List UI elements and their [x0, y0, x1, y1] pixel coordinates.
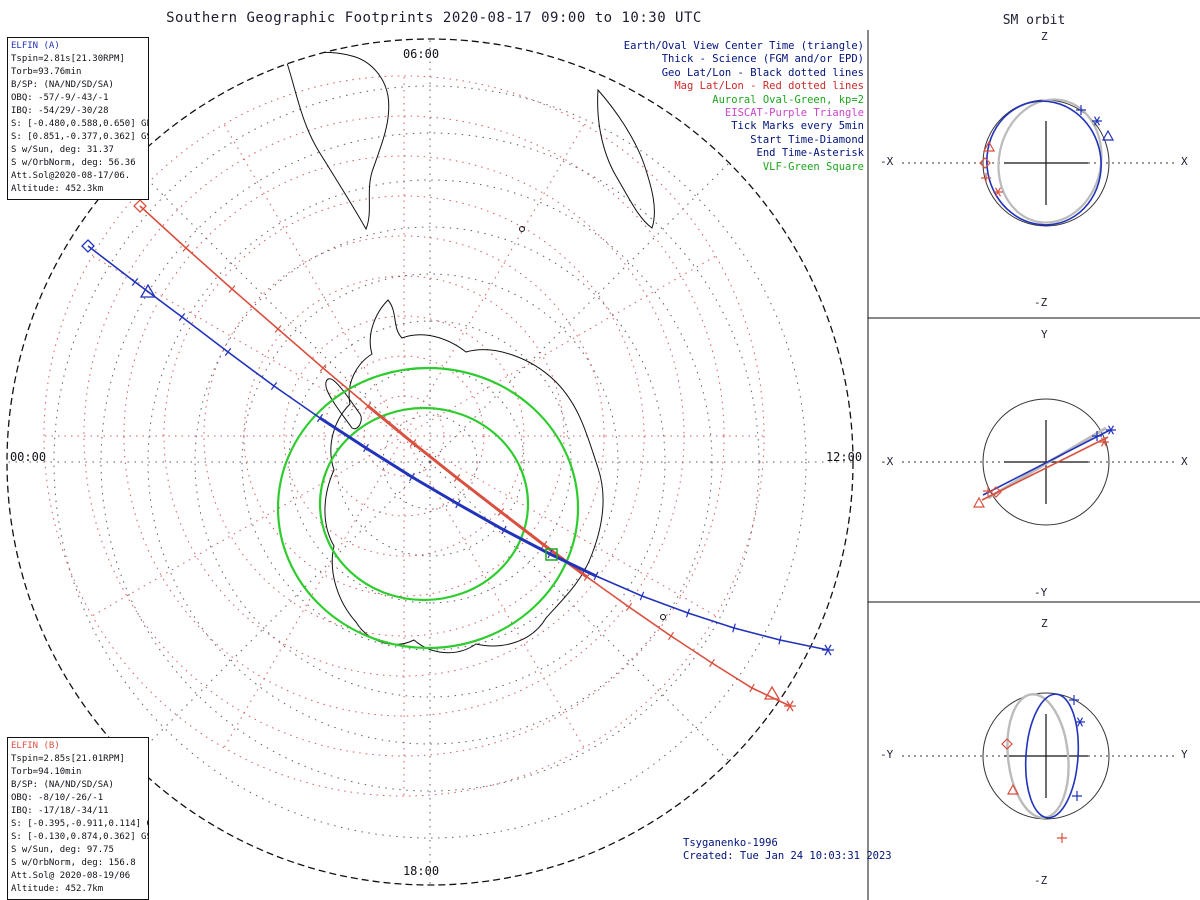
elfin-b-line: Tspin=2.85s[21.01RPM] [11, 754, 125, 764]
elfin-b-line: S w/Sun, deg: 97.75 [11, 845, 114, 855]
panel-separators [867, 30, 1200, 900]
elfin-b-line: Torb=94.10min [11, 767, 82, 777]
panel2-axis-top: Y [1041, 328, 1048, 341]
elfin-a-line: Altitude: 452.3km [11, 184, 104, 194]
panel1-axis-bottom: -Z [1034, 296, 1048, 309]
orbit-a-blue [982, 429, 1111, 496]
orbit-a-blue [986, 100, 1102, 226]
panel3-axis-top: Z [1041, 617, 1048, 630]
elfin-b-track [133, 199, 796, 712]
legend-line: Earth/Oval View Center Time (triangle) [623, 40, 864, 52]
elfin-a-line: S: [0.851,-0.377,0.362] GSE [11, 132, 149, 142]
coastlines [87, 51, 666, 871]
elfin-b-line: S: [-0.395,-0.911,0.114] GEI [11, 819, 149, 829]
elfin-b-end-asterisk [784, 700, 796, 712]
elfin-b-line: Altitude: 452.7km [11, 884, 104, 894]
elfin-b-name: ELFIN (B) [11, 741, 60, 751]
elfin-a-line: Att.Sol@2020-08-17/06. [11, 171, 131, 181]
elfin-b-line: IBQ: -17/18/-34/11 [11, 806, 109, 816]
orbit-b-red [981, 436, 1109, 501]
orbit-b-gray [997, 98, 1103, 224]
elfin-a-line: Torb=93.76min [11, 67, 82, 77]
elfin-a-line: OBQ: -57/-9/-43/-1 [11, 93, 109, 103]
legend-line: VLF-Green Square [762, 160, 864, 173]
legend-line: Geo Lat/Lon - Black dotted lines [661, 66, 864, 79]
elfin-a-line: IBQ: -54/29/-30/28 [11, 106, 109, 116]
panel2-axis-left: -X [880, 455, 894, 468]
panel3-axis-right: Y [1181, 748, 1188, 761]
panel1-axis-top: Z [1041, 30, 1048, 43]
panel2-axis-bottom: -Y [1034, 586, 1048, 599]
model-credit: Tsyganenko-1996 Created: Tue Jan 24 10:0… [683, 837, 892, 863]
legend-line: Thick - Science (FGM and/or EPD) [661, 53, 864, 66]
panel1-blue-markers [1076, 105, 1115, 141]
panel3-axis-left: -Y [880, 748, 894, 761]
map-legend: Earth/Oval View Center Time (triangle) T… [624, 40, 864, 174]
page-title: Southern Geographic Footprints 2020-08-1… [166, 10, 702, 26]
elfin-a-name: ELFIN (A) [11, 41, 60, 51]
panel2-blue-markers [1092, 425, 1116, 441]
elfin-b-start-diamond [133, 199, 147, 213]
panel3-blue-markers [1069, 695, 1085, 801]
elfin-a-line: S: [-0.480,0.588,0.650] GEI [11, 119, 149, 129]
elfin-a-line: S w/Sun, deg: 31.37 [11, 145, 114, 155]
elfin-b-line: Att.Sol@ 2020-08-19/06 [11, 871, 131, 881]
elfin-a-info-box: ELFIN (A) Tspin=2.81s[21.30RPM] Torb=93.… [7, 37, 149, 200]
map-boundary [6, 38, 854, 886]
elfin-b-line: B/SP: (NA/ND/SD/SA) [11, 780, 114, 790]
legend-line: Tick Marks every 5min [731, 120, 864, 133]
mlt-label-06: 06:00 [402, 47, 440, 61]
elfin-a-track [81, 239, 834, 656]
legend-line: End Time-Asterisk [756, 147, 864, 160]
field-model-label: Tsyganenko-1996 [683, 837, 778, 849]
panel1-red-markers [979, 140, 1003, 197]
panel3-red-markers [1001, 738, 1067, 843]
created-timestamp: Created: Tue Jan 24 10:03:31 2023 [683, 850, 892, 862]
mlt-label-12: 12:00 [825, 450, 863, 464]
elfin-b-center-triangle [763, 685, 781, 700]
panel2-axis-right: X [1181, 455, 1188, 468]
sm-orbit-panel-xz [902, 98, 1176, 227]
panel2-red-markers [972, 437, 1109, 508]
legend-line: EISCAT-Purple Triangle [724, 107, 864, 120]
mlt-label-00: 00:00 [9, 450, 47, 464]
sm-orbit-panel-yz [902, 692, 1176, 843]
mlt-label-18: 18:00 [402, 864, 440, 878]
elfin-b-line: S: [-0.130,0.874,0.362] GSE [11, 832, 149, 842]
elfin-a-line: Tspin=2.81s[21.30RPM] [11, 54, 125, 64]
elfin-a-center-triangle [139, 283, 157, 298]
panel3-axis-bottom: -Z [1034, 874, 1048, 887]
sm-orbit-title: SM orbit [1002, 13, 1066, 28]
elfin-a-start-diamond [81, 239, 95, 253]
elfin-b-line: OBQ: -8/10/-26/-1 [11, 793, 104, 803]
elfin-a-line: S w/OrbNorm, deg: 56.36 [11, 158, 136, 168]
elfin-a-science-segment [319, 416, 597, 578]
panel1-axis-left: -X [880, 155, 894, 168]
vlf-green-square [545, 548, 558, 561]
legend-line: Start Time-Diamond [750, 133, 864, 146]
sm-orbit-panel-xy [902, 398, 1176, 526]
elfin-b-info-box: ELFIN (B) Tspin=2.85s[21.01RPM] Torb=94.… [7, 737, 149, 900]
legend-line: Mag Lat/Lon - Red dotted lines [674, 80, 864, 93]
elfin-b-line: S w/OrbNorm, deg: 156.8 [11, 858, 136, 868]
legend-line: Auroral Oval-Green, kp=2 [712, 93, 864, 106]
elfin-a-line: B/SP: (NA/ND/SD/SA) [11, 80, 114, 90]
auroral-oval [276, 366, 580, 650]
elfin-a-end-asterisk [822, 644, 834, 656]
orbit-a-blue [1024, 693, 1080, 819]
panel1-axis-right: X [1181, 155, 1188, 168]
